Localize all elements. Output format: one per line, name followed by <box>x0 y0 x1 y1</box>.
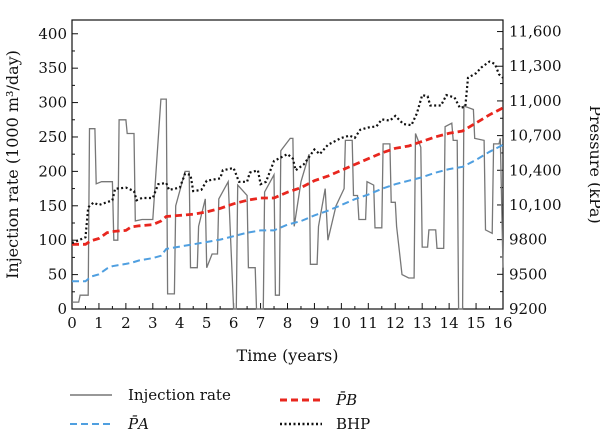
y-axis-left: 0 50 100 150 200 250 300 350 400 <box>38 25 78 318</box>
y-left-tick-label: 100 <box>38 231 67 249</box>
x-tick-label: 0 <box>67 314 77 332</box>
legend: Injection rate P̄A P̄B BHP <box>70 386 370 433</box>
legend-label-pb: P̄B <box>335 391 357 409</box>
y-right-tick-label: 10,100 <box>509 196 562 214</box>
x-tick-label: 4 <box>175 314 185 332</box>
y-left-tick-label: 0 <box>57 300 67 318</box>
x-tick-label: 14 <box>440 314 459 332</box>
y-left-tick-label: 150 <box>38 197 67 215</box>
x-tick-label: 2 <box>121 314 131 332</box>
y-right-tick-label: 11,000 <box>509 92 562 110</box>
y-left-tick-label: 300 <box>38 94 67 112</box>
series-injection-rate <box>72 98 504 310</box>
y-right-tick-label: 11,600 <box>509 23 562 41</box>
x-tick-label: 12 <box>386 314 405 332</box>
x-tick-label: 11 <box>359 314 378 332</box>
x-axis-title: Time (years) <box>237 346 339 365</box>
x-tick-label: 1 <box>94 314 104 332</box>
x-axis: 0 1 2 3 4 5 6 7 8 9 10 11 12 13 14 15 16 <box>67 303 513 332</box>
x-tick-label: 13 <box>413 314 432 332</box>
y-axis-left-title: Injection rate (1000 m³/day) <box>3 50 22 279</box>
y-right-tick-label: 11,300 <box>509 57 562 75</box>
y-right-tick-label: 9200 <box>509 300 547 318</box>
y-left-tick-label: 350 <box>38 59 67 77</box>
y-left-tick-label: 250 <box>38 128 67 146</box>
plot-area <box>71 19 504 310</box>
legend-label-injection-rate: Injection rate <box>128 386 231 404</box>
plot-frame <box>71 19 504 310</box>
y-axis-right-title: Pressure (kPa) <box>586 105 600 224</box>
x-tick-label: 8 <box>283 314 293 332</box>
y-right-tick-label: 10,700 <box>509 127 562 145</box>
y-right-tick-label: 10,400 <box>509 161 562 179</box>
x-tick-label: 5 <box>202 314 212 332</box>
series-pb <box>72 106 504 246</box>
series-layer <box>71 60 504 310</box>
legend-label-bhp: BHP <box>336 415 370 433</box>
y-right-tick-label: 9500 <box>509 265 547 283</box>
x-tick-label: 10 <box>332 314 351 332</box>
series-pa <box>72 143 504 283</box>
y-left-tick-label: 200 <box>38 162 67 180</box>
x-tick-label: 7 <box>256 314 266 332</box>
x-tick-label: 15 <box>467 314 486 332</box>
x-tick-label: 6 <box>229 314 239 332</box>
x-tick-label: 3 <box>148 314 158 332</box>
x-tick-label: 9 <box>310 314 320 332</box>
y-right-tick-label: 9800 <box>509 231 547 249</box>
legend-label-pa: P̄A <box>127 415 149 433</box>
x-tick-label: 16 <box>493 314 512 332</box>
y-axis-right: 9200 9500 9800 10,100 10,400 10,700 11,000 11,3… <box>497 23 562 318</box>
y-left-tick-label: 400 <box>38 25 67 43</box>
series-bhp <box>71 60 504 245</box>
y-left-tick-label: 50 <box>48 266 67 284</box>
